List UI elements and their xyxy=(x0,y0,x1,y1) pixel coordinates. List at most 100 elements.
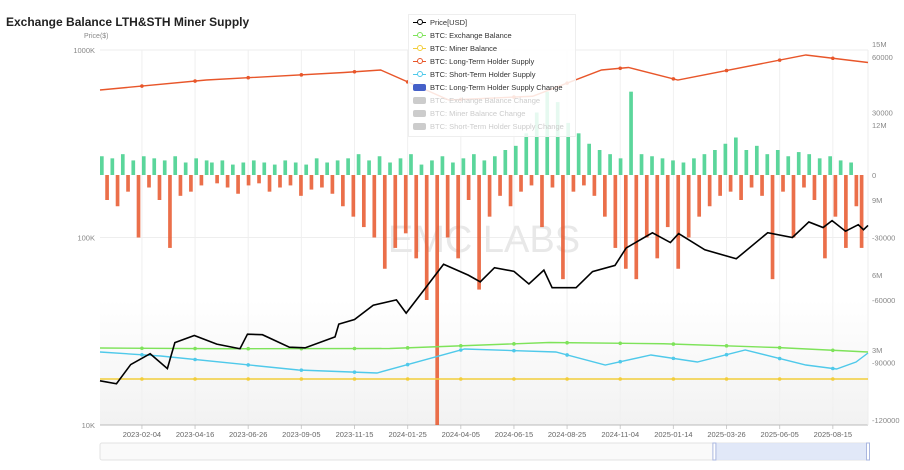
legend-label: BTC: Short-Term Holder Supply xyxy=(430,70,536,79)
bar-positive xyxy=(513,145,518,175)
series-marker xyxy=(565,377,569,381)
series-marker xyxy=(618,66,623,71)
bar-positive xyxy=(430,160,434,175)
series-marker xyxy=(618,359,623,364)
data-zoom-handle[interactable] xyxy=(866,442,870,461)
color-swatch-icon xyxy=(413,84,426,91)
legend-label: Price[USD] xyxy=(430,18,468,27)
bar-negative xyxy=(644,175,649,238)
series-marker xyxy=(140,352,144,357)
change-tick-label: 60000 xyxy=(872,53,893,62)
color-swatch-icon xyxy=(413,97,426,104)
series-marker xyxy=(246,377,251,381)
bar-positive xyxy=(828,156,833,175)
series-marker xyxy=(671,377,676,381)
series-marker xyxy=(831,56,835,61)
change-tick-label: -120000 xyxy=(872,416,900,425)
series-marker xyxy=(246,75,251,80)
left-tick-label: 1000K xyxy=(73,46,95,55)
legend-item[interactable]: BTC: Exchange Balance Change xyxy=(409,94,575,107)
change-tick-label: -60000 xyxy=(872,296,895,305)
bar-negative xyxy=(168,175,172,248)
legend-item[interactable]: BTC: Exchange Balance xyxy=(409,29,575,42)
bar-positive xyxy=(377,156,382,175)
legend-item[interactable]: BTC: Long-Term Holder Supply Change xyxy=(409,81,575,94)
legend-label: BTC: Exchange Balance xyxy=(430,31,512,40)
bar-positive xyxy=(597,150,602,175)
series-marker xyxy=(777,377,782,381)
bar-positive xyxy=(120,154,125,175)
series-marker xyxy=(140,346,144,351)
bar-negative xyxy=(199,175,204,186)
series-marker xyxy=(193,346,197,351)
bar-negative xyxy=(508,175,513,207)
bar-positive xyxy=(618,158,623,175)
bar-positive xyxy=(587,143,591,175)
series-marker xyxy=(458,377,463,381)
bar-negative xyxy=(519,175,523,192)
legend-item[interactable]: BTC: Miner Balance Change xyxy=(409,107,575,120)
data-zoom-handle[interactable] xyxy=(712,442,717,461)
series-marker xyxy=(777,356,782,361)
bar-positive xyxy=(849,162,853,175)
series-marker xyxy=(565,353,569,357)
bar-negative xyxy=(749,175,754,188)
legend-item[interactable]: BTC: Short-Term Holder Supply Change xyxy=(409,120,575,133)
bar-negative xyxy=(802,175,806,188)
bar-positive xyxy=(325,162,329,175)
bar-negative xyxy=(634,175,639,280)
bar-positive xyxy=(293,162,298,175)
plot-shading xyxy=(100,300,868,425)
x-tick-label: 2024-01-25 xyxy=(388,430,426,439)
series-marker xyxy=(246,363,251,367)
series-marker xyxy=(193,377,197,381)
line-marker-icon xyxy=(413,19,426,26)
supply-tick-label: 12M xyxy=(872,121,887,130)
bar-positive xyxy=(555,102,560,175)
bar-positive xyxy=(262,162,267,175)
bar-negative xyxy=(760,175,764,196)
change-tick-label: -30000 xyxy=(872,234,895,243)
bar-negative xyxy=(126,175,130,192)
legend-label: BTC: Miner Balance Change xyxy=(430,109,526,118)
series-marker xyxy=(352,370,357,374)
bar-positive xyxy=(524,133,529,175)
series-marker xyxy=(140,377,144,381)
series-marker xyxy=(565,340,569,345)
bar-positive xyxy=(472,154,476,175)
bar-negative xyxy=(278,175,282,188)
bar-positive xyxy=(230,164,235,175)
bar-negative xyxy=(812,175,817,200)
bar-positive xyxy=(671,160,675,175)
bar-negative xyxy=(361,175,366,228)
data-zoom-selection[interactable] xyxy=(714,443,868,460)
series-marker xyxy=(140,84,144,88)
bar-negative xyxy=(477,175,481,290)
x-tick-label: 2024-04-05 xyxy=(442,430,480,439)
bar-negative xyxy=(330,175,335,194)
bar-negative xyxy=(655,175,660,259)
bar-negative xyxy=(854,175,859,207)
x-tick-label: 2025-08-15 xyxy=(814,430,852,439)
bar-negative xyxy=(718,175,722,196)
bar-negative xyxy=(844,175,848,248)
legend-item[interactable]: Price[USD] xyxy=(409,16,575,29)
bar-negative xyxy=(529,175,534,186)
bar-negative xyxy=(189,175,193,192)
bar-negative xyxy=(372,175,377,238)
bar-positive xyxy=(440,156,445,175)
legend-item[interactable]: BTC: Long-Term Holder Supply xyxy=(409,55,575,68)
legend-item[interactable]: BTC: Short-Term Holder Supply xyxy=(409,68,575,81)
bar-negative xyxy=(770,175,775,280)
change-tick-label: -90000 xyxy=(872,359,895,368)
legend-label: BTC: Long-Term Holder Supply xyxy=(430,57,535,66)
change-tick-label: 30000 xyxy=(872,109,893,118)
legend-item[interactable]: BTC: Miner Balance xyxy=(409,42,575,55)
bar-negative xyxy=(833,175,838,217)
bar-positive xyxy=(409,154,413,175)
bar-negative xyxy=(105,175,109,200)
supply-tick-label: 9M xyxy=(872,196,882,205)
bar-negative xyxy=(351,175,356,217)
bar-positive xyxy=(660,158,665,175)
